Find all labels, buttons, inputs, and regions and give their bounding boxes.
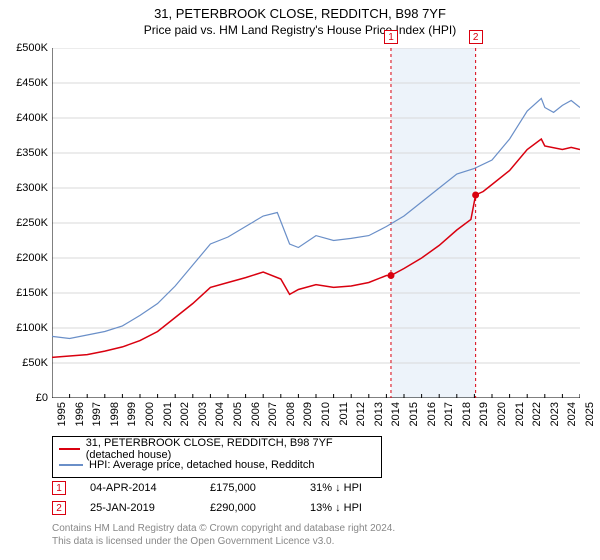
y-tick-label: £400K bbox=[0, 112, 48, 124]
transaction-delta: 13% ↓ HPI bbox=[310, 502, 430, 514]
footer-line2: This data is licensed under the Open Gov… bbox=[52, 535, 395, 548]
legend-swatch bbox=[59, 464, 83, 466]
chart-svg bbox=[52, 48, 580, 398]
x-tick-label: 2009 bbox=[302, 402, 314, 432]
legend-box: 31, PETERBROOK CLOSE, REDDITCH, B98 7YF … bbox=[52, 436, 382, 478]
x-tick-label: 2006 bbox=[250, 402, 262, 432]
transaction-row: 1 04-APR-2014£175,00031% ↓ HPI bbox=[52, 478, 430, 498]
x-tick-label: 2000 bbox=[144, 402, 156, 432]
y-tick-label: £300K bbox=[0, 182, 48, 194]
x-tick-label: 2013 bbox=[373, 402, 385, 432]
x-tick-label: 2003 bbox=[197, 402, 209, 432]
x-tick-label: 2011 bbox=[338, 402, 350, 432]
x-tick-label: 2001 bbox=[162, 402, 174, 432]
transaction-price: £175,000 bbox=[210, 482, 310, 494]
x-tick-label: 2014 bbox=[390, 402, 402, 432]
x-tick-label: 2007 bbox=[267, 402, 279, 432]
y-tick-label: £500K bbox=[0, 42, 48, 54]
chart-area: £0£50K£100K£150K£200K£250K£300K£350K£400… bbox=[52, 48, 580, 398]
y-tick-label: £250K bbox=[0, 217, 48, 229]
y-tick-label: £200K bbox=[0, 252, 48, 264]
x-tick-label: 2025 bbox=[584, 402, 596, 432]
y-tick-label: £450K bbox=[0, 77, 48, 89]
x-tick-label: 2016 bbox=[426, 402, 438, 432]
footer-line1: Contains HM Land Registry data © Crown c… bbox=[52, 522, 395, 535]
legend-item: 31, PETERBROOK CLOSE, REDDITCH, B98 7YF … bbox=[59, 441, 375, 457]
x-tick-label: 1999 bbox=[126, 402, 138, 432]
y-tick-label: £100K bbox=[0, 322, 48, 334]
x-tick-label: 2008 bbox=[285, 402, 297, 432]
x-tick-label: 1998 bbox=[109, 402, 121, 432]
y-tick-label: £50K bbox=[0, 357, 48, 369]
chart-subtitle: Price paid vs. HM Land Registry's House … bbox=[0, 21, 600, 37]
x-tick-label: 1995 bbox=[56, 402, 68, 432]
legend-label: HPI: Average price, detached house, Redd… bbox=[89, 459, 314, 471]
x-tick-label: 2005 bbox=[232, 402, 244, 432]
x-tick-label: 2021 bbox=[514, 402, 526, 432]
x-tick-label: 1996 bbox=[74, 402, 86, 432]
transaction-marker: 1 bbox=[52, 481, 66, 495]
transaction-price: £290,000 bbox=[210, 502, 310, 514]
transaction-table: 1 04-APR-2014£175,00031% ↓ HPI 2 25-JAN-201… bbox=[52, 478, 430, 518]
x-tick-label: 2015 bbox=[408, 402, 420, 432]
x-tick-label: 2004 bbox=[214, 402, 226, 432]
y-tick-label: £350K bbox=[0, 147, 48, 159]
transaction-row: 2 25-JAN-2019£290,00013% ↓ HPI bbox=[52, 498, 430, 518]
x-tick-label: 2018 bbox=[461, 402, 473, 432]
chart-marker: 1 bbox=[384, 30, 398, 44]
transaction-marker: 2 bbox=[52, 501, 66, 515]
y-tick-label: £150K bbox=[0, 287, 48, 299]
x-tick-label: 2023 bbox=[549, 402, 561, 432]
legend-swatch bbox=[59, 448, 80, 450]
x-tick-label: 2022 bbox=[531, 402, 543, 432]
transaction-date: 04-APR-2014 bbox=[90, 482, 210, 494]
footer-text: Contains HM Land Registry data © Crown c… bbox=[52, 522, 395, 548]
y-tick-label: £0 bbox=[0, 392, 48, 404]
x-tick-label: 2012 bbox=[355, 402, 367, 432]
x-tick-label: 2010 bbox=[320, 402, 332, 432]
x-tick-label: 2019 bbox=[478, 402, 490, 432]
x-tick-label: 2020 bbox=[496, 402, 508, 432]
transaction-date: 25-JAN-2019 bbox=[90, 502, 210, 514]
legend-label: 31, PETERBROOK CLOSE, REDDITCH, B98 7YF … bbox=[86, 437, 375, 461]
chart-title: 31, PETERBROOK CLOSE, REDDITCH, B98 7YF bbox=[0, 0, 600, 21]
transaction-delta: 31% ↓ HPI bbox=[310, 482, 430, 494]
x-tick-label: 1997 bbox=[91, 402, 103, 432]
x-tick-label: 2024 bbox=[566, 402, 578, 432]
x-tick-label: 2017 bbox=[443, 402, 455, 432]
x-tick-label: 2002 bbox=[179, 402, 191, 432]
chart-marker: 2 bbox=[469, 30, 483, 44]
